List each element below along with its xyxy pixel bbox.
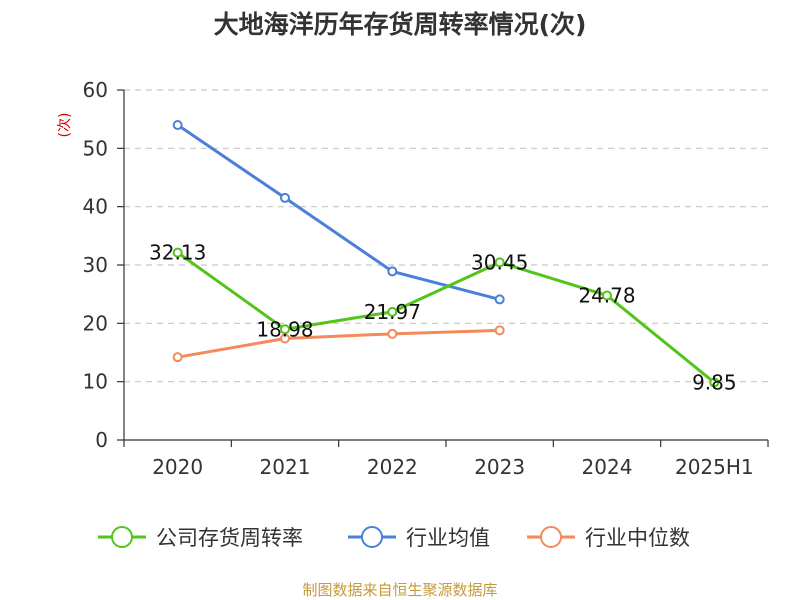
y-tick-label: 30 — [83, 253, 108, 277]
data-label: 24.78 — [578, 283, 635, 307]
y-axis-label: (次) — [57, 113, 73, 138]
data-label: 18.98 — [256, 317, 313, 341]
x-tick-label: 2023 — [474, 455, 525, 479]
legend-label: 公司存货周转率 — [156, 526, 303, 550]
legend-item-2[interactable]: 行业中位数 — [527, 526, 690, 550]
y-tick-label: 60 — [83, 78, 108, 102]
data-point[interactable] — [494, 325, 505, 336]
data-label: 32.13 — [149, 241, 206, 265]
data-point[interactable] — [494, 257, 505, 268]
legend-item-1[interactable]: 行业均值 — [348, 526, 490, 550]
grid-lines — [124, 89, 768, 383]
data-label: 30.45 — [471, 250, 528, 274]
data-point[interactable] — [280, 192, 290, 203]
chart-title: 大地海洋历年存货周转率情况(次) — [214, 10, 587, 39]
data-point[interactable] — [494, 294, 505, 305]
axes: 0 10 20 30 40 50 60 2020 2021 2022 2023 2024 2025H1 — [83, 78, 769, 479]
y-tick-label: 40 — [83, 195, 108, 219]
x-tick-label: 2024 — [582, 455, 633, 479]
legend-label: 行业均值 — [406, 526, 490, 550]
data-point[interactable] — [280, 324, 290, 335]
x-tick-label: 2022 — [367, 455, 418, 479]
legend-marker — [361, 526, 383, 548]
data-label: 21.97 — [364, 300, 421, 324]
legend-marker — [540, 526, 562, 548]
series-1 — [172, 120, 505, 305]
data-point[interactable] — [172, 352, 183, 363]
legend-marker — [111, 526, 133, 548]
y-tick-label: 0 — [95, 428, 108, 452]
series-line — [176, 251, 716, 384]
legend-item-0[interactable]: 公司存货周转率 — [98, 526, 303, 550]
data-point[interactable] — [387, 266, 398, 277]
data-labels: 32.13 18.98 21.97 30.45 24.78 9.85 — [149, 241, 737, 395]
legend-label: 行业中位数 — [585, 526, 690, 550]
series-layer — [172, 120, 720, 388]
y-tick-label: 10 — [83, 370, 108, 394]
legend[interactable]: 公司存货周转率 行业均值 行业中位数 — [98, 526, 690, 550]
x-tick-label: 2025H1 — [675, 455, 754, 479]
data-point[interactable] — [602, 290, 612, 301]
series-0 — [172, 247, 720, 388]
x-tick-label: 2021 — [260, 455, 311, 479]
series-line — [177, 328, 500, 359]
data-point[interactable] — [172, 120, 183, 130]
source-note: 制图数据来自恒生聚源数据库 — [302, 581, 497, 599]
data-point[interactable] — [709, 377, 720, 388]
data-label: 9.85 — [692, 371, 737, 395]
y-tick-label: 50 — [83, 136, 108, 160]
data-point[interactable] — [280, 333, 290, 344]
data-point[interactable] — [387, 306, 398, 317]
series-line — [176, 123, 501, 301]
data-point[interactable] — [172, 247, 183, 258]
y-tick-label: 20 — [83, 311, 108, 335]
data-point[interactable] — [387, 328, 398, 339]
x-tick-label: 2020 — [152, 455, 203, 479]
series-2 — [172, 325, 505, 363]
